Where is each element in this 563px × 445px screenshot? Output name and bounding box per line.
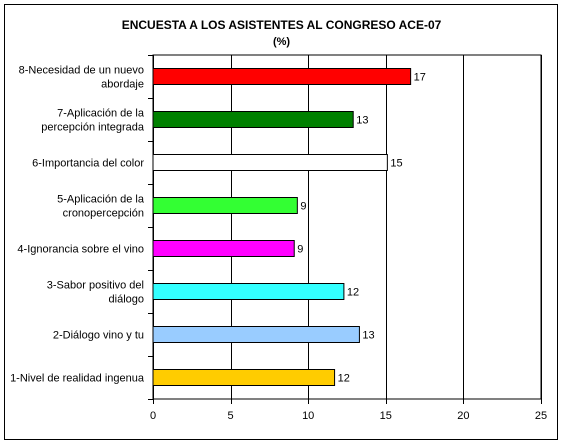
x-tick-label: 10 — [302, 410, 314, 422]
category-label: 3-Sabor positivo del diálogo — [47, 280, 144, 306]
data-label: 13 — [356, 115, 368, 127]
bar — [152, 154, 388, 171]
chart-title: ENCUESTA A LOS ASISTENTES AL CONGRESO AC… — [121, 18, 442, 32]
data-label: 9 — [300, 201, 306, 213]
x-tick-label: 5 — [228, 410, 234, 422]
bar — [152, 197, 298, 214]
category-label: 2-Diálogo vino y tu — [53, 330, 144, 342]
x-tick-label: 0 — [150, 410, 156, 422]
data-label: 12 — [338, 373, 350, 385]
chart-subtitle: (%) — [272, 36, 291, 48]
data-label: 12 — [347, 287, 359, 299]
bar — [152, 111, 354, 128]
category-label: 4-Ignorancia sobre el vino — [17, 244, 144, 256]
category-label: 7-Aplicación de la percepción integrada — [41, 108, 145, 134]
bar — [152, 283, 345, 300]
plot-area — [152, 54, 542, 400]
bar — [152, 240, 295, 257]
category-label: 6-Importancia del color — [32, 158, 144, 170]
bar — [152, 68, 412, 85]
data-label: 15 — [390, 158, 402, 170]
data-label: 17 — [414, 72, 426, 84]
x-tick-label: 20 — [457, 410, 469, 422]
bar — [152, 369, 336, 386]
x-tick-label: 25 — [535, 410, 547, 422]
x-tick-label: 15 — [380, 410, 392, 422]
category-label: 5-Aplicación de la cronopercepción — [57, 194, 145, 220]
category-label: 8-Necesidad de un nuevo abordaje — [19, 65, 144, 91]
data-label: 9 — [297, 244, 303, 256]
data-label: 13 — [362, 330, 374, 342]
category-label: 1-Nivel de realidad ingenua — [10, 373, 145, 385]
bar — [152, 326, 360, 343]
